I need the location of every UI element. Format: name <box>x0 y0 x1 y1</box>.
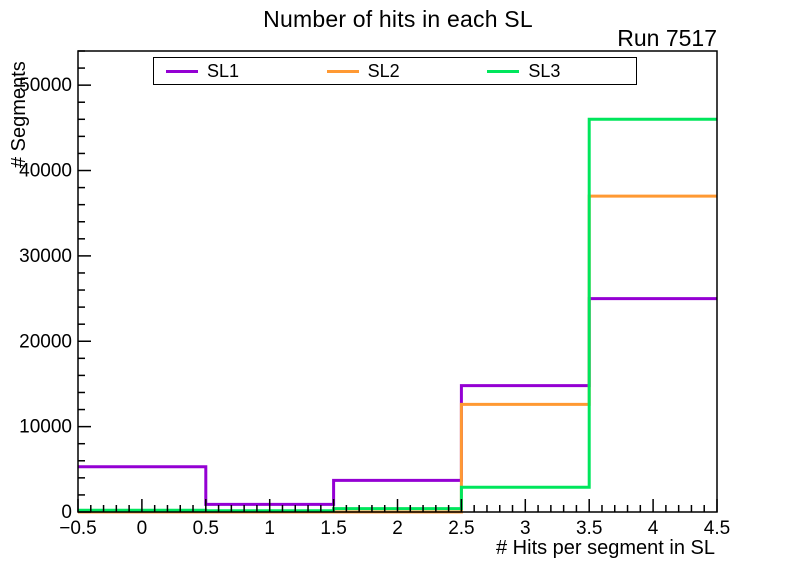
legend-label-sl3: SL3 <box>528 61 561 81</box>
legend-label-sl2: SL2 <box>367 61 400 81</box>
sl2-line-swatch <box>326 69 359 73</box>
legend: SL1 SL2 SL3 <box>153 57 637 85</box>
series-sl1 <box>78 297 717 506</box>
x-tick-label: 1.5 <box>320 518 346 539</box>
legend-entry-sl3: SL3 <box>475 62 636 80</box>
series-sl2 <box>78 194 717 514</box>
y-tick-label: 20000 <box>19 331 72 352</box>
x-tick-label: 3.5 <box>576 518 602 539</box>
x-tick-label: 1 <box>264 518 275 539</box>
x-tick-label: 2 <box>392 518 403 539</box>
x-tick-label: 2.5 <box>448 518 474 539</box>
x-tick-label: −0.5 <box>59 518 97 539</box>
sl3-line-swatch <box>487 69 520 73</box>
y-axis-title: # Segments <box>8 61 30 168</box>
x-tick-label: 0.5 <box>193 518 219 539</box>
sl1-line-swatch <box>166 69 198 73</box>
series-sl3 <box>78 117 717 513</box>
x-tick-label: 4.5 <box>704 518 730 539</box>
x-tick-label: 4 <box>648 518 659 539</box>
y-tick-label: 10000 <box>19 417 72 438</box>
y-tick-label: 40000 <box>19 161 72 182</box>
x-tick-label: 0 <box>137 518 148 539</box>
legend-entry-sl1: SL1 <box>154 62 315 80</box>
y-tick-label: 0 <box>61 502 72 523</box>
chart-title: Number of hits in each SL <box>263 6 533 32</box>
legend-entry-sl2: SL2 <box>315 62 476 80</box>
legend-label-sl1: SL1 <box>207 61 240 81</box>
y-tick-label: 30000 <box>19 246 72 267</box>
y-tick-label: 50000 <box>19 75 72 96</box>
x-tick-label: 3 <box>520 518 531 539</box>
run-label: Run 7517 <box>617 25 717 51</box>
x-axis-title: # Hits per segment in SL <box>496 537 715 559</box>
